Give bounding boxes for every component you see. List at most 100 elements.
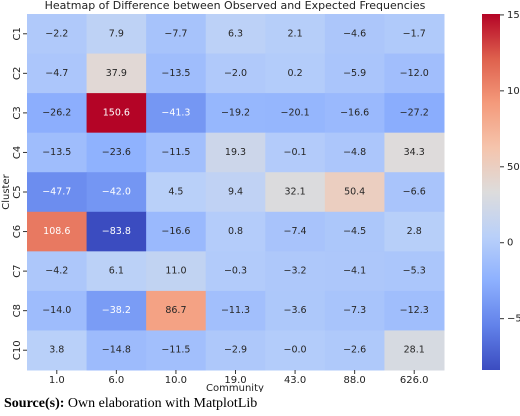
heatmap-cell <box>146 132 207 173</box>
y-tick-label: C6 <box>12 225 23 238</box>
cell-label: −7.3 <box>343 305 366 316</box>
cell-label: −23.6 <box>102 147 131 158</box>
heatmap-cell <box>324 14 385 55</box>
heatmap-cell <box>205 53 266 94</box>
cell-label: −83.8 <box>102 226 131 237</box>
cell-label: −3.2 <box>284 266 307 277</box>
cell-label: 150.6 <box>103 107 130 118</box>
cell-label: −13.5 <box>42 147 71 158</box>
cell-label: −4.5 <box>343 226 366 237</box>
cell-label: 50.4 <box>344 187 365 198</box>
heatmap-cell <box>324 211 385 252</box>
cell-label: −4.1 <box>343 266 366 277</box>
heatmap-cell <box>86 251 147 292</box>
cell-label: 6.1 <box>109 266 124 277</box>
heatmap-cell <box>146 53 207 94</box>
heatmap-cell <box>324 251 385 292</box>
y-tick-label: C5 <box>12 185 23 198</box>
heatmap-cell <box>265 211 326 252</box>
x-tick-label: 88.0 <box>344 375 366 386</box>
y-tick-label: C8 <box>12 304 23 317</box>
cell-label: −7.7 <box>164 28 187 39</box>
heatmap-cell <box>384 132 445 173</box>
x-tick-label: 6.0 <box>108 375 124 386</box>
x-tick-label: 626.0 <box>400 375 429 386</box>
cell-label: −6.6 <box>403 187 426 198</box>
cell-label: −20.1 <box>281 107 310 118</box>
cell-label: 6.3 <box>228 28 243 39</box>
heatmap-cell <box>146 211 207 252</box>
cell-label: 34.3 <box>404 147 425 158</box>
cell-label: −11.3 <box>221 305 250 316</box>
cell-label: −0.3 <box>224 266 247 277</box>
heatmap-cell <box>205 132 266 173</box>
cell-label: −11.5 <box>161 345 190 356</box>
heatmap-cell <box>265 53 326 94</box>
cell-label: −13.5 <box>161 68 190 79</box>
cell-label: 3.8 <box>49 345 64 356</box>
heatmap-cell <box>324 132 385 173</box>
heatmap-cell <box>86 132 147 173</box>
cell-label: −12.3 <box>400 305 429 316</box>
cell-label: −16.6 <box>340 107 369 118</box>
heatmap-cell <box>86 172 147 213</box>
cell-label: 37.9 <box>106 68 127 79</box>
y-tick-label: C7 <box>12 264 23 277</box>
cell-label: −41.3 <box>161 107 190 118</box>
y-tick-label: C2 <box>12 67 23 80</box>
cell-label: −0.0 <box>284 345 307 356</box>
x-tick-label: 43.0 <box>284 375 306 386</box>
heatmap-cell <box>205 251 266 292</box>
heatmap-cell <box>384 251 445 292</box>
heatmap-cell <box>146 172 207 213</box>
heatmap-cell <box>265 290 326 331</box>
heatmap-cell <box>324 53 385 94</box>
heatmap-cell <box>205 14 266 55</box>
heatmap-cell <box>27 211 88 252</box>
heatmap-cell <box>86 290 147 331</box>
cell-label: −2.2 <box>45 28 68 39</box>
heatmap-cell <box>146 251 207 292</box>
heatmap-cell <box>27 290 88 331</box>
heatmap-cell <box>27 330 88 371</box>
cell-label: 19.3 <box>225 147 246 158</box>
colorbar-tick-label: −50 <box>507 314 520 325</box>
caption: Source(s): Own elaboration with MatplotL… <box>4 396 257 412</box>
colorbar-tick-label: 50 <box>507 162 520 173</box>
heatmap-cell <box>384 172 445 213</box>
cell-label: 9.4 <box>228 187 243 198</box>
x-tick-label: 19.0 <box>224 375 246 386</box>
heatmap-cell <box>27 251 88 292</box>
heatmap-cell <box>27 132 88 173</box>
chart: Heatmap of Difference between Observed a… <box>1 0 520 394</box>
cell-label: −27.2 <box>400 107 429 118</box>
heatmap-cell <box>265 14 326 55</box>
heatmap-cell <box>86 53 147 94</box>
cell-label: 28.1 <box>404 345 425 356</box>
heatmap-cell <box>27 14 88 55</box>
heatmap-cell <box>205 330 266 371</box>
heatmap-cell <box>265 93 326 134</box>
heatmap-cell <box>27 53 88 94</box>
cell-label: −19.2 <box>221 107 250 118</box>
cell-label: −2.9 <box>224 345 247 356</box>
cell-label: 4.5 <box>168 187 183 198</box>
y-axis-label: Cluster <box>1 173 12 209</box>
heatmap-cell <box>27 172 88 213</box>
heatmap-cell <box>265 132 326 173</box>
colorbar <box>482 14 500 370</box>
cell-label: −4.8 <box>343 147 366 158</box>
cell-label: −5.9 <box>343 68 366 79</box>
cell-label: −26.2 <box>42 107 71 118</box>
heatmap-cell <box>205 290 266 331</box>
heatmap-cell <box>384 211 445 252</box>
caption-text: Own elaboration with MatplotLib <box>67 396 258 411</box>
cell-label: −14.8 <box>102 345 131 356</box>
heatmap-cell <box>86 330 147 371</box>
heatmap-cell <box>146 93 207 134</box>
heatmap-cell <box>324 172 385 213</box>
heatmap-cell <box>205 93 266 134</box>
heatmap-cell <box>205 211 266 252</box>
cell-label: −16.6 <box>161 226 190 237</box>
